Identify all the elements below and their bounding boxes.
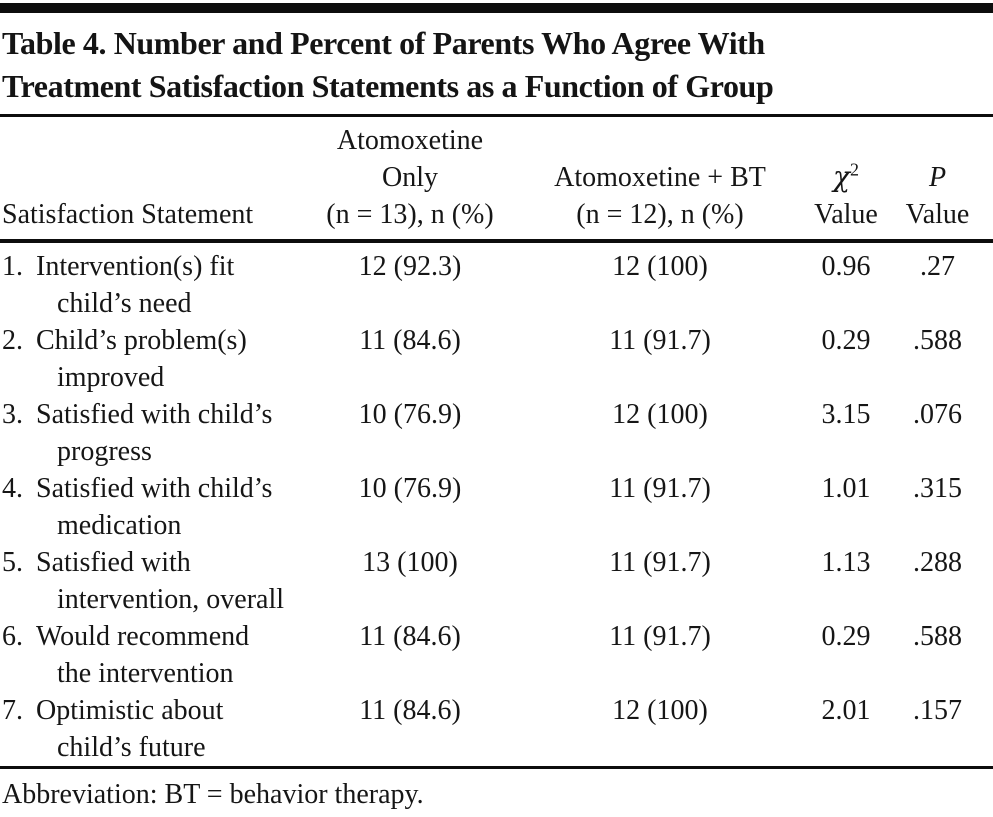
table-row: 3. Satisfied with child’s progress 10 (76… (0, 396, 993, 470)
cell-p-value: .315 (913, 473, 962, 504)
table-row: 6. Would recommend the intervention 11 (8… (0, 618, 993, 692)
table-row: 2. Child’s problem(s) improved 11 (84.6) … (0, 322, 993, 396)
header-chi-value-label: Value (814, 199, 878, 230)
statement-line2: medication (57, 510, 182, 541)
cell-atomoxetine-only: 12 (92.3) (358, 251, 462, 282)
cell-statement: 7. Optimistic about child’s future (0, 692, 310, 766)
cell-statement: 4. Satisfied with child’s medication (0, 470, 310, 544)
statement-line2: intervention, overall (57, 584, 285, 615)
header-atomoxetine-bt: Atomoxetine + BT (n = 12), n (%) (510, 117, 810, 243)
table-row: 4. Satisfied with child’s medication 10 (… (0, 470, 993, 544)
abbreviation-footnote: Abbreviation: BT = behavior therapy. (2, 779, 424, 810)
header-atomoxetine-only-line2: Only (382, 162, 438, 193)
cell-chi-square: 0.29 (821, 325, 871, 356)
statement-line1: 4. Satisfied with child’s (2, 473, 273, 504)
cell-p-value: .27 (920, 251, 955, 282)
statement-line2: the intervention (57, 658, 234, 689)
cell-atomoxetine-only: 11 (84.6) (359, 621, 461, 652)
rule-below-title (0, 114, 993, 117)
cell-chi-square: 0.29 (821, 621, 871, 652)
cell-p-value: .157 (913, 695, 962, 726)
satisfaction-table: Satisfaction Statement Atomoxetine Only … (0, 117, 993, 766)
cell-atomoxetine-bt: 11 (91.7) (609, 325, 711, 356)
cell-atomoxetine-only: 10 (76.9) (358, 473, 462, 504)
header-atomoxetine-only-line3: (n = 13), n (%) (326, 199, 494, 230)
cell-p-value: .288 (913, 547, 962, 578)
cell-atomoxetine-bt: 12 (100) (612, 399, 708, 430)
statement-line1: 1. Intervention(s) fit (2, 251, 235, 282)
cell-statement: 5. Satisfied with intervention, overall (0, 544, 310, 618)
cell-chi-square: 2.01 (821, 695, 871, 726)
header-p-value-label: Value (905, 199, 970, 230)
cell-atomoxetine-bt: 11 (91.7) (609, 621, 711, 652)
cell-statement: 6. Would recommend the intervention (0, 618, 310, 692)
cell-atomoxetine-bt: 12 (100) (612, 695, 708, 726)
statement-line1: 3. Satisfied with child’s (2, 399, 273, 430)
cell-chi-square: 1.01 (821, 473, 871, 504)
rule-above-footnote (0, 766, 993, 769)
table-body: 1. Intervention(s) fit child’s need 12 (9… (0, 241, 993, 766)
header-chi-square-value: χ2 Value (810, 117, 882, 243)
statement-line1: 7. Optimistic about (2, 695, 224, 726)
table-row: 1. Intervention(s) fit child’s need 12 (9… (0, 241, 993, 322)
p-symbol: P (928, 162, 947, 193)
header-atomoxetine-bt-line1: Atomoxetine + BT (554, 162, 766, 193)
cell-atomoxetine-bt: 11 (91.7) (609, 547, 711, 578)
header-p-value: P Value (882, 117, 993, 243)
cell-atomoxetine-only: 11 (84.6) (359, 325, 461, 356)
cell-statement: 1. Intervention(s) fit child’s need (0, 241, 310, 322)
cell-atomoxetine-bt: 11 (91.7) (609, 473, 711, 504)
header-row: Satisfaction Statement Atomoxetine Only … (0, 117, 993, 243)
table-row: 7. Optimistic about child’s future 11 (84… (0, 692, 993, 766)
statement-line2: improved (57, 362, 165, 393)
cell-statement: 2. Child’s problem(s) improved (0, 322, 310, 396)
cell-chi-square: 0.96 (821, 251, 871, 282)
table-row: 5. Satisfied with intervention, overall 1… (0, 544, 993, 618)
header-satisfaction-statement: Satisfaction Statement (0, 117, 310, 243)
cell-p-value: .588 (913, 621, 962, 652)
header-atomoxetine-only-line1: Atomoxetine (336, 125, 484, 156)
cell-atomoxetine-only: 11 (84.6) (359, 695, 461, 726)
table-title: Table 4. Number and Percent of Parents W… (2, 25, 774, 104)
statement-line1: 5. Satisfied with (2, 547, 191, 578)
statement-line1: 2. Child’s problem(s) (2, 325, 247, 356)
cell-statement: 3. Satisfied with child’s progress (0, 396, 310, 470)
cell-atomoxetine-bt: 12 (100) (612, 251, 708, 282)
cell-atomoxetine-only: 10 (76.9) (358, 399, 462, 430)
statement-line1: 6. Would recommend (2, 621, 250, 652)
statement-line2: child’s future (57, 732, 206, 763)
header-satisfaction-statement-label: Satisfaction Statement (2, 199, 254, 230)
header-atomoxetine-bt-line2: (n = 12), n (%) (576, 199, 744, 230)
cell-chi-square: 1.13 (821, 547, 871, 578)
cell-p-value: .588 (913, 325, 962, 356)
top-rule-thick (0, 3, 993, 13)
cell-atomoxetine-only: 13 (100) (362, 547, 458, 578)
cell-p-value: .076 (913, 399, 962, 430)
statement-line2: progress (57, 436, 152, 467)
header-atomoxetine-only: Atomoxetine Only (n = 13), n (%) (310, 117, 510, 243)
cell-chi-square: 3.15 (821, 399, 871, 430)
table-header: Satisfaction Statement Atomoxetine Only … (0, 117, 993, 243)
statement-line2: child’s need (57, 288, 192, 319)
chi-square-symbol: χ2 (833, 159, 859, 193)
